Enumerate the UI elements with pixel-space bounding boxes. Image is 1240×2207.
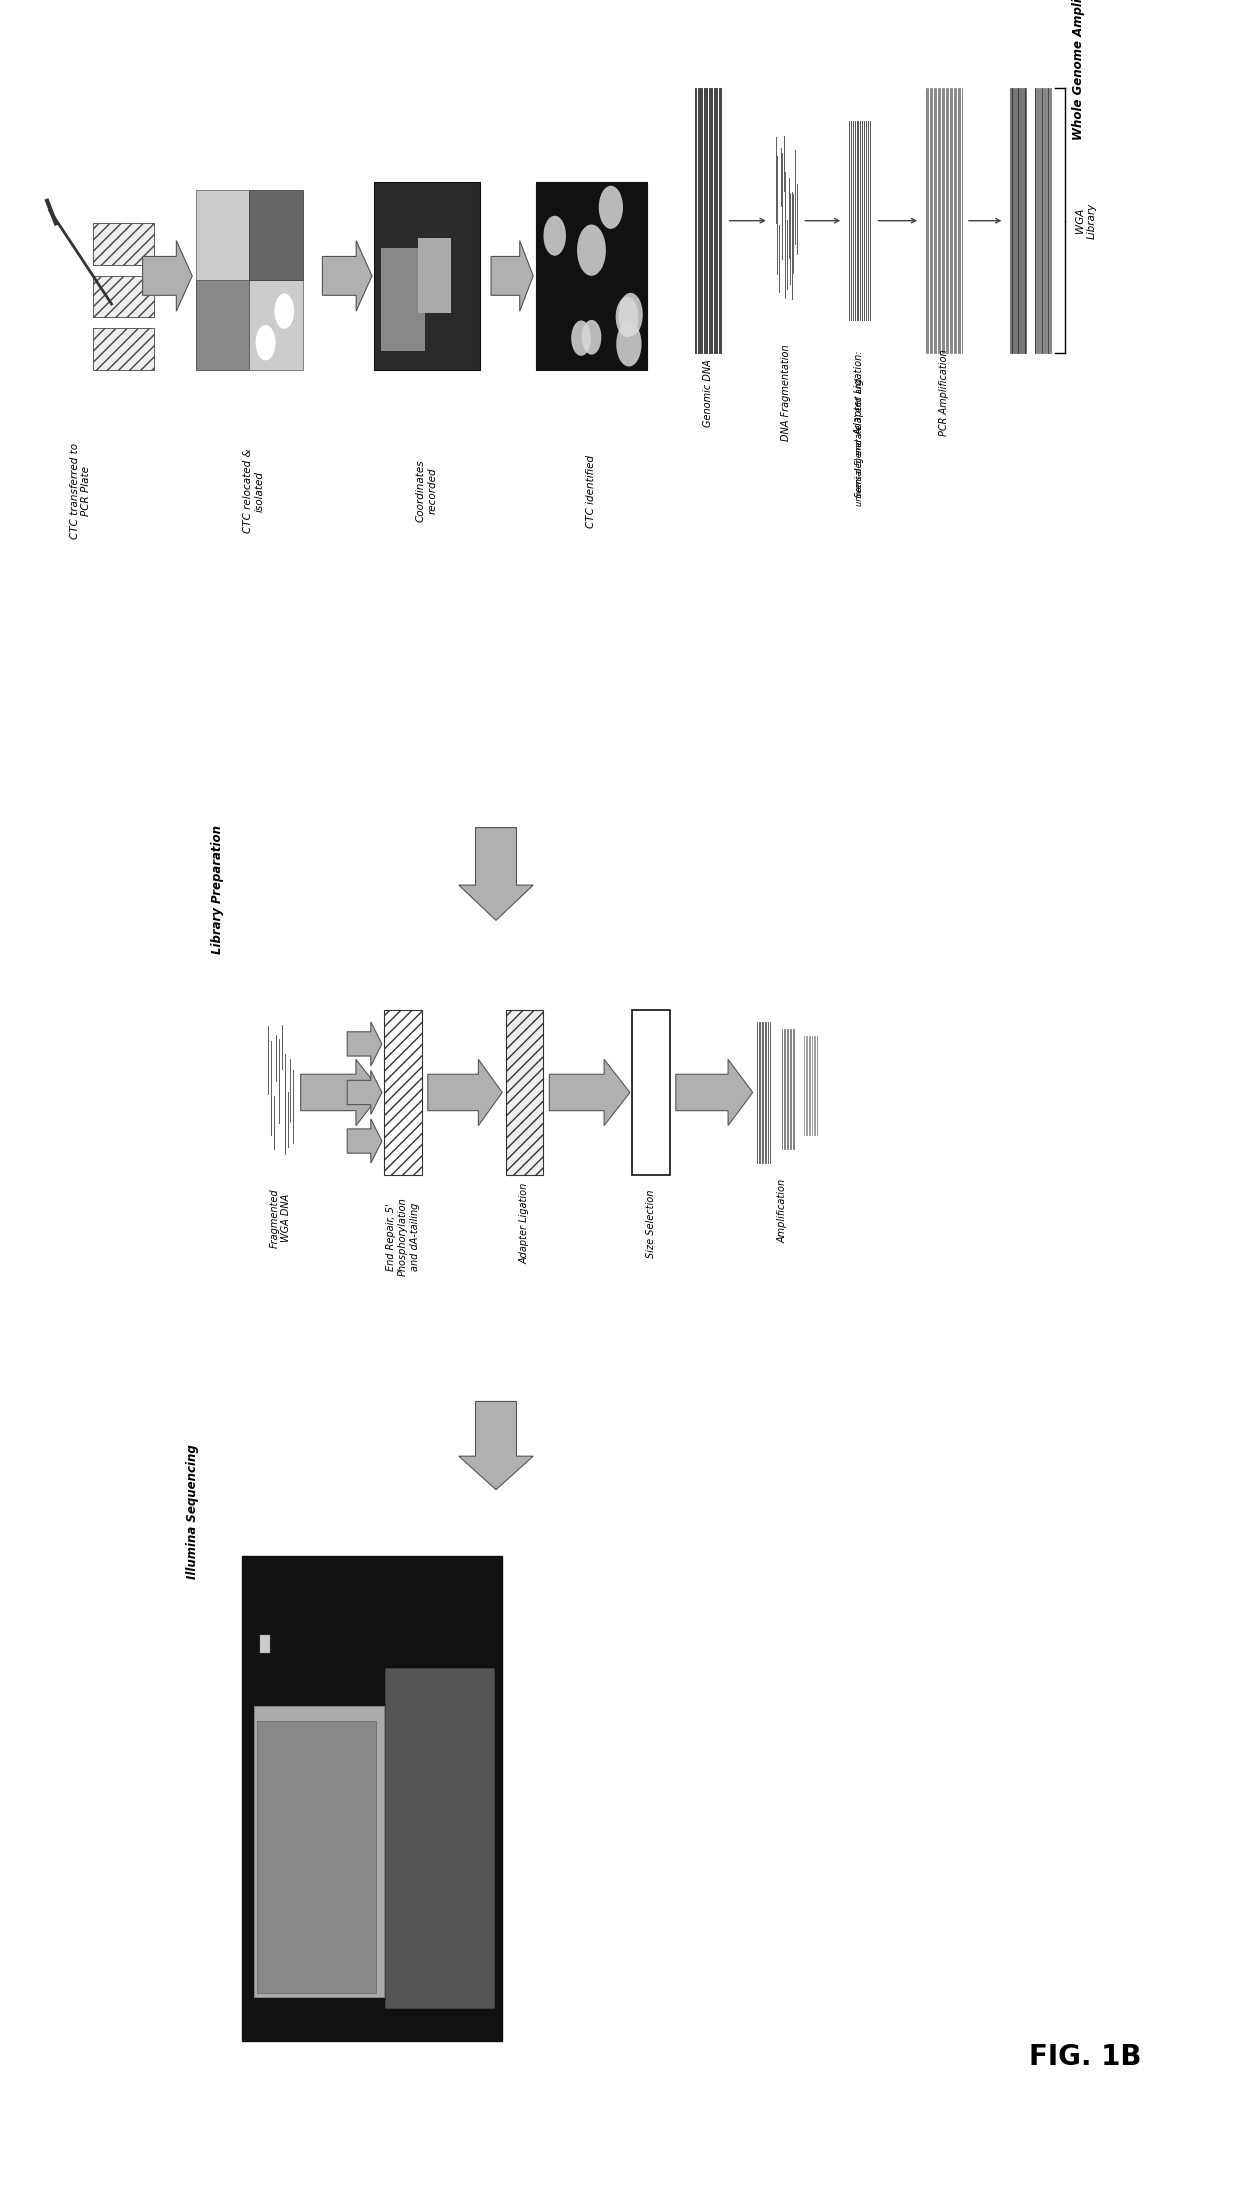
Bar <box>381 247 425 351</box>
Polygon shape <box>143 241 192 311</box>
Bar <box>257 1721 377 1993</box>
Text: FIG. 1B: FIG. 1B <box>1029 2044 1141 2070</box>
Bar <box>536 181 647 369</box>
Polygon shape <box>491 241 533 311</box>
Circle shape <box>616 296 639 338</box>
Circle shape <box>274 294 294 329</box>
Text: Library Preparation: Library Preparation <box>211 825 223 953</box>
Text: Adapter Ligation: Adapter Ligation <box>520 1183 529 1265</box>
Polygon shape <box>428 1059 502 1126</box>
Polygon shape <box>347 1070 382 1115</box>
Polygon shape <box>347 1022 382 1066</box>
Text: PCR Amplification: PCR Amplification <box>939 349 949 437</box>
Circle shape <box>543 216 565 256</box>
Bar <box>418 238 451 313</box>
Circle shape <box>577 225 606 276</box>
Text: Adapter Ligation:: Adapter Ligation: <box>854 351 864 435</box>
Circle shape <box>599 185 622 230</box>
Polygon shape <box>459 1401 533 1490</box>
Polygon shape <box>347 1119 382 1163</box>
Text: Genomic DNA: Genomic DNA <box>703 360 713 426</box>
Bar <box>93 329 155 369</box>
Polygon shape <box>459 828 533 920</box>
Polygon shape <box>549 1059 630 1126</box>
Bar <box>249 190 303 280</box>
Bar <box>506 1011 543 1174</box>
Circle shape <box>619 294 642 335</box>
Bar <box>384 1668 495 2008</box>
Text: Whole Genome Amplification: Whole Genome Amplification <box>1073 0 1085 139</box>
Circle shape <box>582 320 601 355</box>
Polygon shape <box>322 241 372 311</box>
Circle shape <box>255 324 275 360</box>
Bar <box>196 280 249 369</box>
Text: DNA Fragmentation: DNA Fragmentation <box>781 344 791 441</box>
Text: Size Selection: Size Selection <box>646 1190 656 1258</box>
Circle shape <box>616 322 641 366</box>
Polygon shape <box>676 1059 753 1126</box>
Bar <box>93 223 155 265</box>
Circle shape <box>572 320 591 355</box>
Text: CTC transferred to
PCR Plate: CTC transferred to PCR Plate <box>69 444 92 539</box>
Bar <box>93 276 155 318</box>
Text: Coordinates
recorded: Coordinates recorded <box>415 459 438 523</box>
Text: WGA
Library: WGA Library <box>1075 203 1097 238</box>
Bar <box>260 1635 270 1653</box>
Text: Amplification: Amplification <box>777 1179 787 1243</box>
Bar <box>632 1011 670 1174</box>
Bar <box>242 1556 502 2041</box>
Text: End Repair, 5'
Phosphorylation
and dA-tailing: End Repair, 5' Phosphorylation and dA-ta… <box>387 1198 419 1276</box>
Text: universal 5' end: universal 5' end <box>854 439 864 505</box>
Text: Fragmented
WGA DNA: Fragmented WGA DNA <box>270 1187 291 1247</box>
Bar <box>384 1011 422 1174</box>
Bar <box>249 280 303 369</box>
Bar <box>374 181 480 369</box>
Text: CTC identified: CTC identified <box>587 455 596 527</box>
Text: CTC relocated &
isolated: CTC relocated & isolated <box>243 448 265 534</box>
Text: Semi-degenerate 3' end and: Semi-degenerate 3' end and <box>854 377 864 497</box>
Bar <box>196 190 249 280</box>
Polygon shape <box>300 1059 382 1126</box>
Bar <box>254 1706 384 1997</box>
Text: Illumina Sequencing: Illumina Sequencing <box>186 1443 198 1580</box>
